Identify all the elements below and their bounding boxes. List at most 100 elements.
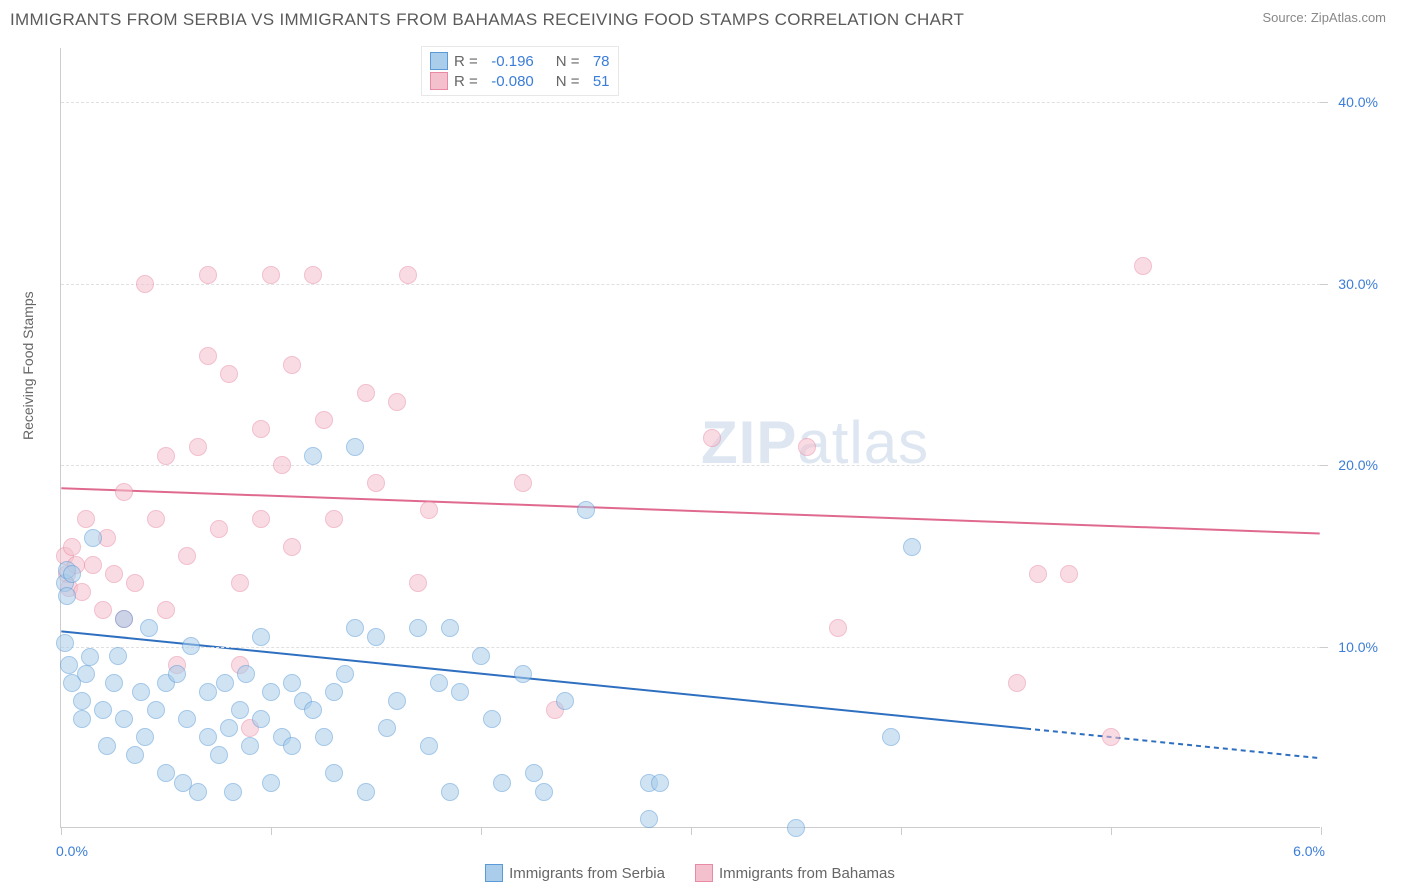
data-point-serbia [367,628,385,646]
x-tick [481,827,482,835]
data-point-serbia [325,764,343,782]
data-point-serbia [105,674,123,692]
r-value: -0.196 [484,53,534,70]
data-point-serbia [472,647,490,665]
data-point-serbia [147,701,165,719]
data-point-serbia [115,610,133,628]
data-point-serbia [651,774,669,792]
data-point-bahamas [105,565,123,583]
data-point-bahamas [63,538,81,556]
gridline [61,647,1320,648]
data-point-bahamas [409,574,427,592]
data-point-serbia [252,710,270,728]
data-point-bahamas [273,456,291,474]
data-point-serbia [304,447,322,465]
data-point-serbia [115,710,133,728]
data-point-serbia [98,737,116,755]
data-point-serbia [441,619,459,637]
correlation-row: R =-0.080N =51 [430,71,610,91]
data-point-bahamas [1102,728,1120,746]
data-point-bahamas [388,393,406,411]
data-point-serbia [241,737,259,755]
data-point-serbia [58,587,76,605]
data-point-serbia [60,656,78,674]
data-point-serbia [336,665,354,683]
data-point-serbia [126,746,144,764]
data-point-serbia [140,619,158,637]
legend-label: Immigrants from Serbia [509,865,665,882]
data-point-bahamas [420,501,438,519]
data-point-bahamas [147,510,165,528]
gridline [61,284,1320,285]
y-tick-label: 30.0% [1338,276,1378,292]
data-point-serbia [252,628,270,646]
legend-label: Immigrants from Bahamas [719,865,895,882]
data-point-serbia [283,674,301,692]
data-point-serbia [430,674,448,692]
correlation-stats-box: R = -0.196 N = 78R =-0.080N =51 [421,46,619,96]
data-point-bahamas [1134,257,1152,275]
r-label: R = [454,53,478,70]
data-point-serbia [325,683,343,701]
gridline [61,465,1320,466]
data-point-serbia [73,692,91,710]
n-value: 78 [586,53,610,70]
data-point-bahamas [115,483,133,501]
data-point-bahamas [829,619,847,637]
data-point-serbia [378,719,396,737]
data-point-serbia [262,683,280,701]
data-point-serbia [304,701,322,719]
data-point-serbia [178,710,196,728]
x-tick-label: 0.0% [56,843,88,859]
data-point-bahamas [157,601,175,619]
x-tick-label: 6.0% [1293,843,1325,859]
chart-title: IMMIGRANTS FROM SERBIA VS IMMIGRANTS FRO… [10,10,964,30]
data-point-bahamas [252,510,270,528]
x-tick [271,827,272,835]
data-point-bahamas [94,601,112,619]
data-point-serbia [168,665,186,683]
x-tick [901,827,902,835]
legend-swatch [695,864,713,882]
data-point-bahamas [210,520,228,538]
data-point-bahamas [199,347,217,365]
data-point-serbia [73,710,91,728]
data-point-serbia [109,647,127,665]
gridline [61,102,1320,103]
trendline [1026,729,1320,759]
data-point-serbia [189,783,207,801]
x-tick [691,827,692,835]
data-point-serbia [262,774,280,792]
data-point-serbia [882,728,900,746]
data-point-serbia [84,529,102,547]
y-tick-label: 10.0% [1338,639,1378,655]
x-tick [1321,827,1322,835]
data-point-serbia [556,692,574,710]
y-tick-label: 20.0% [1338,457,1378,473]
r-label: R = [454,73,478,90]
data-point-serbia [346,619,364,637]
data-point-bahamas [126,574,144,592]
data-point-serbia [157,764,175,782]
y-tick [1320,465,1328,466]
data-point-serbia [216,674,234,692]
x-tick [1111,827,1112,835]
legend-swatch [430,72,448,90]
y-tick [1320,284,1328,285]
data-point-serbia [409,619,427,637]
data-point-serbia [483,710,501,728]
data-point-serbia [224,783,242,801]
data-point-serbia [493,774,511,792]
data-point-serbia [315,728,333,746]
data-point-serbia [357,783,375,801]
data-point-serbia [231,701,249,719]
data-point-serbia [787,819,805,837]
data-point-bahamas [189,438,207,456]
data-point-bahamas [798,438,816,456]
legend-item-serbia: Immigrants from Serbia [485,864,665,882]
data-point-serbia [283,737,301,755]
data-point-serbia [56,634,74,652]
data-point-bahamas [315,411,333,429]
legend: Immigrants from Serbia Immigrants from Ba… [60,864,1320,882]
n-label: N = [556,53,580,70]
